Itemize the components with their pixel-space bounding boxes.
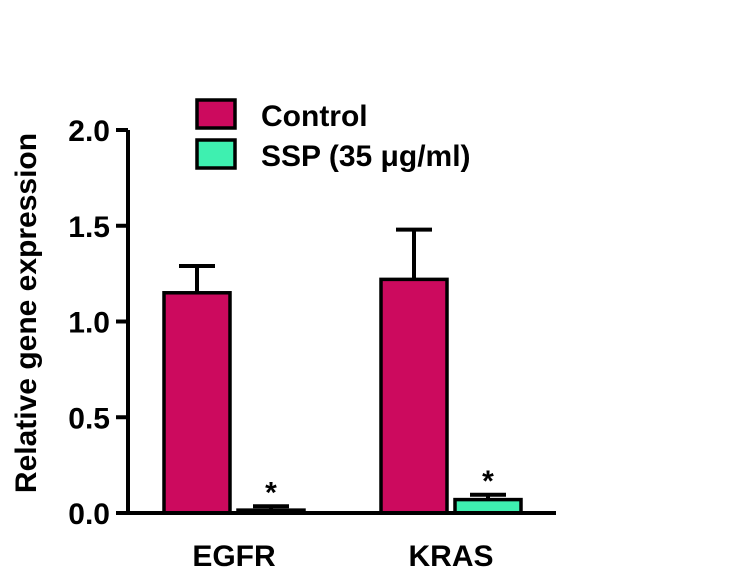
legend-label: Control: [261, 100, 368, 133]
x-axis: EGFR KRAS: [126, 511, 556, 573]
y-axis-title: Relative gene expression: [10, 133, 43, 493]
x-category-label: EGFR: [192, 540, 276, 573]
bars: * *: [162, 227, 523, 515]
y-tick-label: 0.5: [68, 402, 110, 435]
bar: [162, 291, 232, 515]
legend-swatch: [195, 138, 237, 170]
y-axis: 0.0 0.5 1.0 1.5 2.0: [68, 115, 130, 531]
bar-group: *: [453, 465, 523, 515]
bar-group: *: [236, 476, 306, 515]
bar-group: [379, 227, 449, 515]
bar: [379, 277, 449, 515]
legend: Control SSP (35 μg/ml): [195, 98, 471, 173]
y-tick-label: 0.0: [68, 498, 110, 531]
legend-swatch: [195, 98, 237, 130]
y-tick-label: 1.5: [68, 211, 110, 244]
significance-marker: *: [265, 476, 277, 509]
bar-group: [162, 263, 232, 515]
significance-marker: *: [482, 465, 494, 498]
x-category-label: KRAS: [408, 540, 493, 573]
y-tick-label: 1.0: [68, 307, 110, 340]
y-tick-label: 2.0: [68, 115, 110, 148]
legend-label: SSP (35 μg/ml): [261, 140, 471, 173]
bar: [453, 497, 523, 515]
